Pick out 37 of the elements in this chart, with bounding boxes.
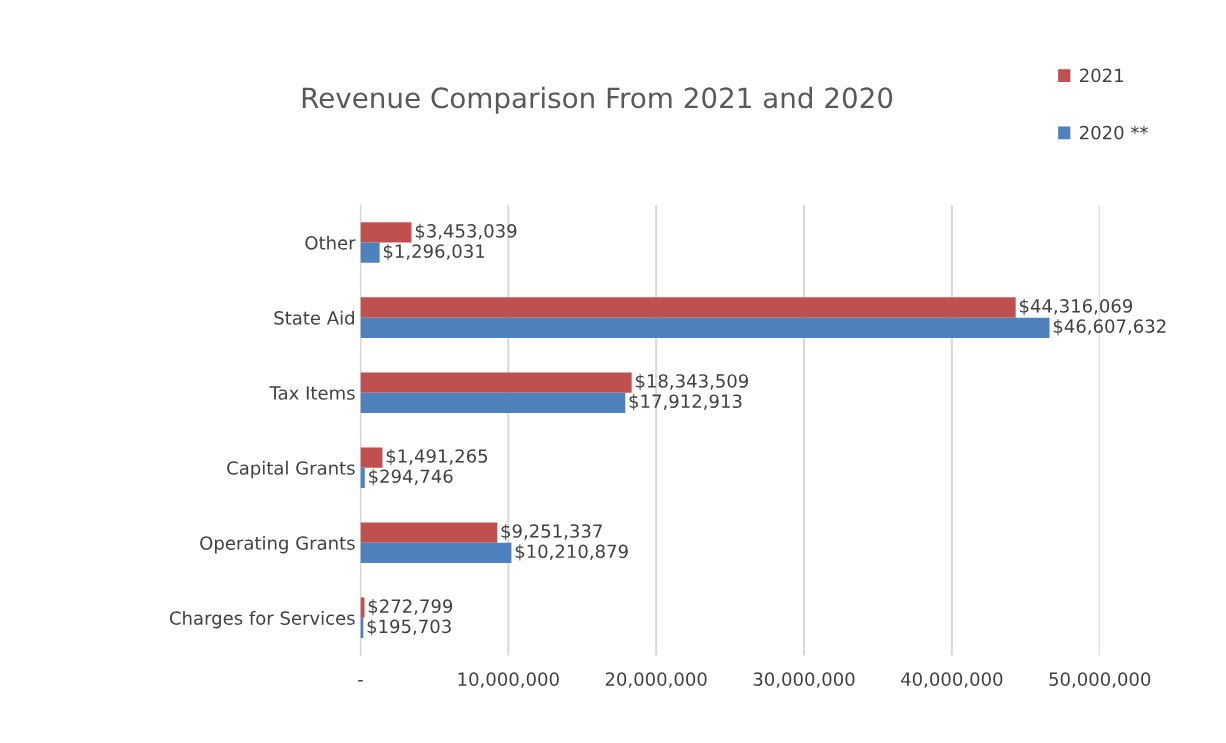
bar xyxy=(360,392,626,413)
data-label: $17,912,913 xyxy=(629,394,742,411)
legend-label: 2020 ** xyxy=(1080,125,1148,140)
data-label: $272,799 xyxy=(368,598,453,616)
data-label: $44,316,069 xyxy=(1019,298,1133,316)
y-tick-label: Operating Grants xyxy=(200,535,355,554)
data-label: $195,703 xyxy=(367,619,451,636)
data-label: $9,251,337 xyxy=(501,523,602,541)
data-label: $1,296,031 xyxy=(383,243,485,261)
x-tick-label: - xyxy=(358,680,363,682)
legend-label: 2021 xyxy=(1080,68,1123,83)
bar xyxy=(360,242,380,263)
bar xyxy=(360,447,383,468)
data-label: $10,210,879 xyxy=(515,544,628,561)
bar xyxy=(360,317,1050,338)
bar xyxy=(360,372,632,393)
x-tick-label: 50,000,000 xyxy=(1049,672,1151,688)
data-label: $3,453,039 xyxy=(415,223,517,241)
y-tick-label: Other xyxy=(305,235,356,250)
chart-title: Revenue Comparison From 2021 and 2020 xyxy=(302,86,893,114)
y-tick-label: State Aid xyxy=(274,310,354,325)
y-tick-label: Tax Items xyxy=(269,386,355,400)
x-tick-label: 20,000,000 xyxy=(605,672,707,688)
data-label: $1,491,265 xyxy=(386,448,488,466)
x-tick-label: 40,000,000 xyxy=(901,672,1003,688)
y-tick-label: Charges for Services xyxy=(169,610,355,629)
y-tick-label: Capital Grants xyxy=(227,460,355,479)
x-tick-label: 10,000,000 xyxy=(458,672,559,688)
bar xyxy=(360,297,1016,318)
data-label: $294,746 xyxy=(369,469,453,486)
bar xyxy=(360,542,512,564)
data-label: $18,343,509 xyxy=(635,373,749,391)
bar xyxy=(360,222,412,243)
data-label: $46,607,632 xyxy=(1053,319,1166,336)
x-tick-label: 30,000,000 xyxy=(753,672,855,688)
bar xyxy=(360,467,365,488)
bar xyxy=(360,522,498,543)
